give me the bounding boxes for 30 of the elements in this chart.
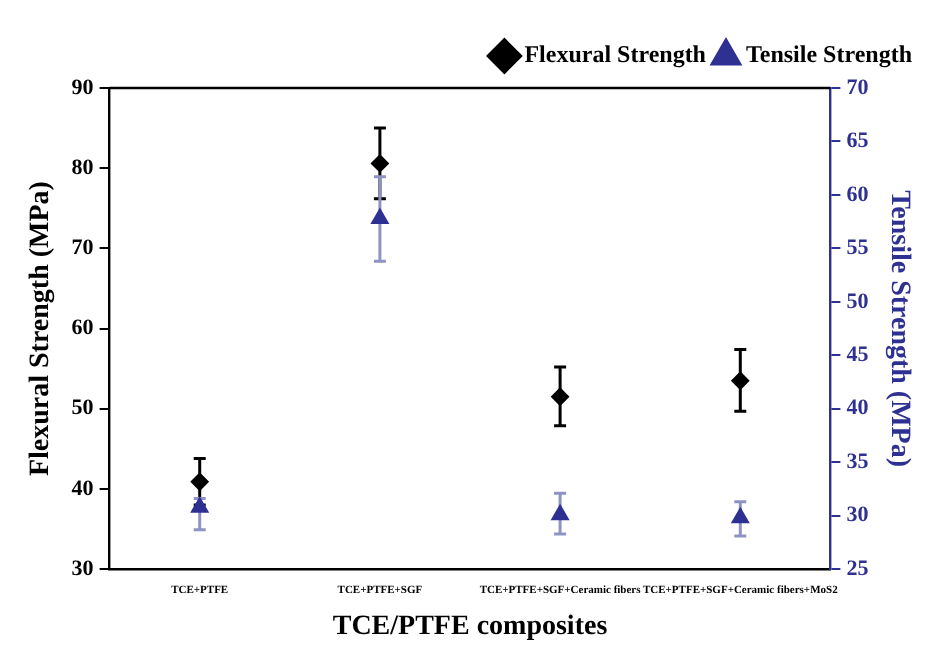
y-tick-label: 60 <box>71 316 95 341</box>
y2-tick-label: 45 <box>846 343 870 368</box>
point <box>731 507 750 524</box>
y2-tick-label: 70 <box>846 75 870 100</box>
point <box>371 208 389 224</box>
legend-label: Tensile Strength <box>745 40 913 69</box>
point <box>731 371 750 390</box>
y-tick-label: 40 <box>71 476 95 501</box>
y2-axis-title: Tensile Strength (MPa) <box>883 190 914 468</box>
x-axis-title: TCE/PTFE composites <box>332 612 609 643</box>
y-tick-label: 50 <box>71 396 95 421</box>
y-tick-label: 30 <box>71 556 95 581</box>
point <box>551 504 569 521</box>
y2-tick-label: 55 <box>846 236 870 261</box>
legend-label: Flexural Strength <box>524 40 707 69</box>
y2-tick-label: 30 <box>846 503 870 528</box>
y2-tick-label: 50 <box>846 289 870 314</box>
y-tick-label: 90 <box>71 75 95 100</box>
y2-tick-label: 35 <box>846 449 870 474</box>
y-tick-label: 80 <box>71 155 95 180</box>
y-tick-label: 70 <box>71 236 95 261</box>
y2-tick-label: 65 <box>846 129 870 154</box>
point <box>551 387 570 406</box>
y2-tick-label: 40 <box>846 396 870 421</box>
point <box>190 497 209 513</box>
point <box>370 154 389 173</box>
y2-tick-label: 25 <box>846 556 870 581</box>
point <box>190 472 209 491</box>
y2-tick-label: 60 <box>846 182 870 207</box>
y-axis-title: Flexural Strength (MPa) <box>26 180 57 477</box>
